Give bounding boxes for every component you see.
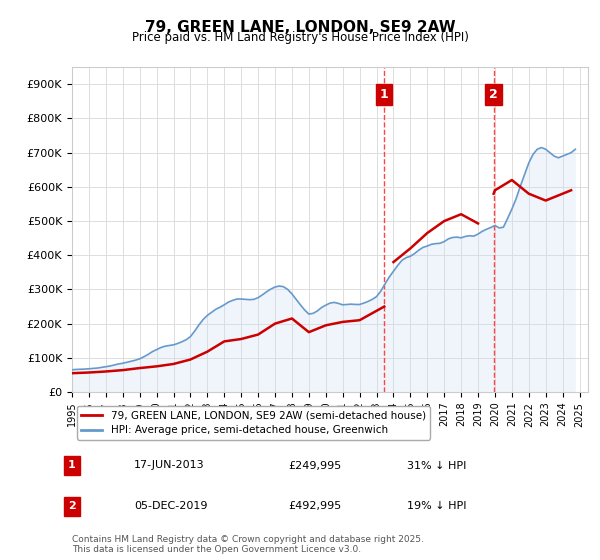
Text: 17-JUN-2013: 17-JUN-2013 [134,460,205,470]
Text: Price paid vs. HM Land Registry's House Price Index (HPI): Price paid vs. HM Land Registry's House … [131,31,469,44]
Text: £492,995: £492,995 [289,501,342,511]
Text: 05-DEC-2019: 05-DEC-2019 [134,501,208,511]
Text: 1: 1 [380,88,389,101]
Text: Contains HM Land Registry data © Crown copyright and database right 2025.
This d: Contains HM Land Registry data © Crown c… [72,535,424,554]
Text: £249,995: £249,995 [289,460,342,470]
Text: 31% ↓ HPI: 31% ↓ HPI [407,460,467,470]
Legend: 79, GREEN LANE, LONDON, SE9 2AW (semi-detached house), HPI: Average price, semi-: 79, GREEN LANE, LONDON, SE9 2AW (semi-de… [77,406,430,440]
Text: 79, GREEN LANE, LONDON, SE9 2AW: 79, GREEN LANE, LONDON, SE9 2AW [145,20,455,35]
Text: 19% ↓ HPI: 19% ↓ HPI [407,501,467,511]
Text: 2: 2 [489,88,498,101]
Text: 2: 2 [68,501,76,511]
Text: 1: 1 [68,460,76,470]
